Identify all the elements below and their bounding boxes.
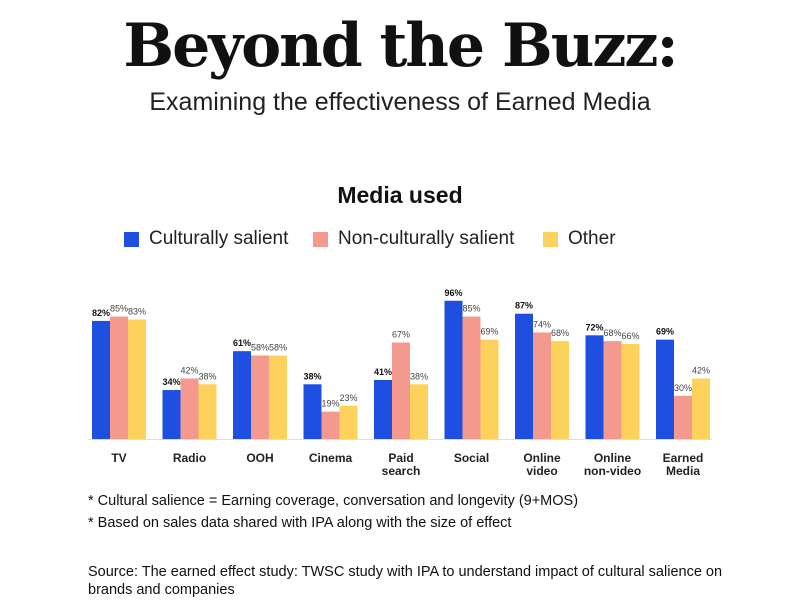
chart-title: Media used [337, 182, 463, 208]
legend-swatch-culturally-salient [124, 231, 139, 247]
bar-online-video-other [551, 341, 569, 439]
bar-earned-media-culturally-salient [656, 339, 674, 439]
bar-tv-other [128, 319, 146, 439]
bar-paid-search-culturally-salient [374, 379, 392, 439]
value-label-radio-non-culturally-salient: 42% [180, 366, 198, 376]
bar-earned-media-non-culturally-salient [674, 395, 692, 439]
legend-label-other: Other [568, 228, 616, 249]
value-label-online-non-video-culturally-salient: 72% [585, 322, 603, 332]
value-label-online-non-video-non-culturally-salient: 68% [603, 328, 621, 338]
value-label-cinema-non-culturally-salient: 19% [321, 399, 339, 409]
value-label-ooh-non-culturally-salient: 58% [251, 342, 269, 352]
footnote-sales-data: * Based on sales data shared with IPA al… [88, 515, 512, 531]
bar-online-non-video-culturally-salient [585, 335, 604, 439]
bar-ooh-other [269, 355, 287, 439]
bar-ooh-non-culturally-salient [251, 355, 269, 439]
value-label-online-video-culturally-salient: 87% [515, 301, 533, 311]
bar-online-video-non-culturally-salient [533, 332, 551, 439]
legend-item-non-culturally-salient: Non-culturally salient [313, 227, 514, 251]
source-text: Source: The earned effect study: TWSC st… [88, 564, 723, 598]
bar-paid-search-other [410, 384, 428, 439]
bar-radio-non-culturally-salient [180, 378, 199, 439]
bar-social-other [480, 339, 499, 439]
chart-legend: Culturally salient Non-culturally salien… [0, 227, 800, 251]
value-label-social-culturally-salient: 96% [444, 288, 462, 298]
headline: Beyond the Buzz: [123, 11, 678, 81]
value-label-earned-media-other: 42% [692, 366, 710, 376]
category-label-paid-search: Paid search [382, 451, 421, 478]
bar-cinema-other [339, 405, 358, 439]
category-label-online-non-video: Online non-video [584, 451, 641, 478]
value-label-online-video-other: 68% [551, 328, 569, 338]
category-label-social: Social [454, 451, 489, 465]
legend-label-culturally-salient: Culturally salient [149, 228, 289, 249]
category-label-cinema: Cinema [309, 451, 353, 465]
legend-swatch-other [543, 231, 558, 247]
category-label-online-video: Online video [523, 451, 561, 478]
value-label-earned-media-culturally-salient: 69% [656, 327, 674, 337]
bar-social-non-culturally-salient [462, 316, 481, 439]
value-label-social-non-culturally-salient: 85% [462, 304, 480, 314]
value-label-ooh-culturally-salient: 61% [233, 338, 251, 348]
value-label-radio-culturally-salient: 34% [162, 377, 180, 387]
bar-cinema-non-culturally-salient [321, 411, 340, 439]
category-label-earned-media: Earned Media [663, 451, 704, 478]
value-label-ooh-other: 58% [269, 342, 287, 352]
legend-swatch-non-culturally-salient [313, 231, 328, 247]
bar-online-non-video-non-culturally-salient [603, 341, 622, 439]
value-label-paid-search-other: 38% [410, 371, 428, 381]
bar-radio-other [198, 384, 217, 439]
bar-social-culturally-salient [444, 300, 463, 439]
legend-item-other: Other [543, 227, 616, 251]
value-label-cinema-culturally-salient: 38% [303, 371, 321, 381]
value-label-tv-culturally-salient: 82% [92, 308, 110, 318]
bar-tv-non-culturally-salient [110, 316, 128, 439]
category-label-tv: TV [111, 451, 126, 465]
bar-online-video-culturally-salient [515, 313, 533, 439]
value-label-tv-non-culturally-salient: 85% [110, 304, 128, 314]
bar-ooh-culturally-salient [233, 351, 251, 439]
value-label-paid-search-culturally-salient: 41% [374, 367, 392, 377]
value-label-paid-search-non-culturally-salient: 67% [392, 330, 410, 340]
value-label-social-other: 69% [480, 327, 498, 337]
footnote-cultural-salience: * Cultural salience = Earning coverage, … [88, 493, 579, 509]
value-label-cinema-other: 23% [339, 393, 357, 403]
legend-item-culturally-salient: Culturally salient [124, 227, 288, 251]
bar-paid-search-non-culturally-salient [392, 342, 410, 439]
category-label-radio: Radio [173, 451, 206, 465]
value-label-tv-other: 83% [128, 306, 146, 316]
bar-earned-media-other [692, 378, 710, 439]
legend-label-non-culturally-salient: Non-culturally salient [338, 228, 515, 249]
value-label-online-video-non-culturally-salient: 74% [533, 319, 551, 329]
value-label-earned-media-non-culturally-salient: 30% [674, 383, 692, 393]
value-label-online-non-video-other: 66% [621, 331, 639, 341]
bar-online-non-video-other [621, 343, 640, 439]
bar-radio-culturally-salient [162, 390, 181, 439]
subheadline: Examining the effectiveness of Earned Me… [149, 88, 651, 116]
bar-tv-culturally-salient [92, 320, 110, 439]
value-label-radio-other: 38% [198, 371, 216, 381]
bar-cinema-culturally-salient [303, 384, 322, 439]
category-label-ooh: OOH [246, 451, 273, 465]
